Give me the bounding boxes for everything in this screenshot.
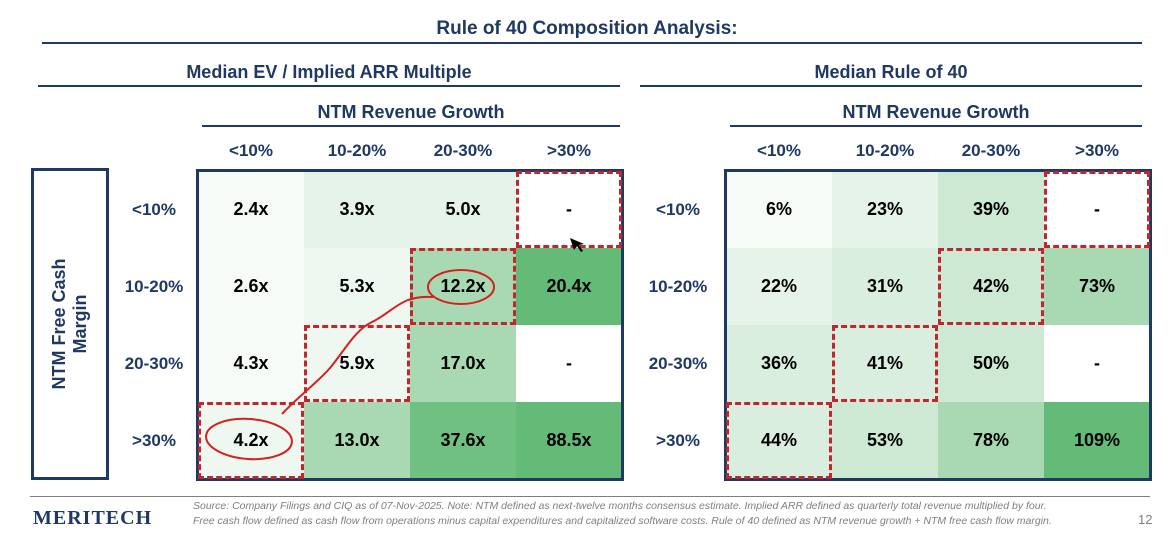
right-col-header: 20-30% <box>961 141 1021 160</box>
heatmap-cell: 39% <box>938 171 1044 248</box>
heatmap-cell: 5.0x <box>410 171 516 248</box>
right-panel-title: Median Rule of 40 <box>814 62 968 82</box>
heatmap-cell: 73% <box>1044 248 1150 325</box>
heatmap-cell: 36% <box>726 325 832 402</box>
left-col-header: <10% <box>229 141 273 160</box>
right-panel-title-underline <box>640 85 1142 87</box>
heatmap-cell: 2.6x <box>198 248 304 325</box>
dashed-highlight <box>1044 171 1150 248</box>
right-col-header: 10-20% <box>855 141 915 160</box>
dashed-highlight <box>938 248 1044 325</box>
heatmap-cell: 23% <box>832 171 938 248</box>
heatmap-cell: - <box>1044 171 1150 248</box>
heatmap-cell: 109% <box>1044 402 1150 479</box>
right-row-header: >30% <box>656 431 700 450</box>
left-col-group-label: NTM Revenue Growth <box>317 102 505 122</box>
right-row-header: <10% <box>656 200 700 219</box>
heatmap-cell: 5.3x <box>304 248 410 325</box>
annotation-arrow-line <box>281 295 434 415</box>
left-col-header: 20-30% <box>433 141 493 160</box>
heatmap-cell: 88.5x <box>516 402 622 479</box>
heatmap-cell: 44% <box>726 402 832 479</box>
mouse-cursor-icon <box>570 238 584 252</box>
heatmap-cell: 41% <box>832 325 938 402</box>
row-axis-label-box: NTM Free Cash Margin <box>31 168 109 480</box>
heatmap-cell: 13.0x <box>304 402 410 479</box>
left-row-header: <10% <box>132 200 176 219</box>
dashed-highlight <box>516 171 622 248</box>
heatmap-cell: 31% <box>832 248 938 325</box>
dashed-highlight <box>832 325 938 402</box>
left-panel-title: Median EV / Implied ARR Multiple <box>186 62 472 82</box>
right-heatmap-border <box>724 169 1152 481</box>
left-row-header: 10-20% <box>124 277 184 296</box>
dashed-highlight <box>410 248 516 325</box>
left-row-header: >30% <box>132 431 176 450</box>
right-row-header: 10-20% <box>648 277 708 296</box>
dashed-highlight <box>198 402 304 479</box>
heatmap-cell: 6% <box>726 171 832 248</box>
heatmap-cell: 2.4x <box>198 171 304 248</box>
footer-divider <box>30 496 1150 497</box>
annotation-circle <box>205 417 293 461</box>
right-heatmap: 6% 23% 39% - 22% 31% 42% 73% 36% 41% 50% - 44% 53% 78%… <box>726 171 1150 479</box>
dashed-highlight <box>726 402 832 479</box>
left-panel-title-underline <box>38 85 620 87</box>
heatmap-cell: 3.9x <box>304 171 410 248</box>
left-row-header: 20-30% <box>124 354 184 373</box>
heatmap-cell: 4.2x <box>198 402 304 479</box>
heatmap-cell: 37.6x <box>410 402 516 479</box>
heatmap-cell: 5.9x <box>304 325 410 402</box>
left-heatmap: 2.4x 3.9x 5.0x -2.6x 5.3x 12.2x 20.4x 4.3x 5.9x 1… <box>198 171 622 479</box>
left-col-header: 10-20% <box>327 141 387 160</box>
heatmap-cell: 50% <box>938 325 1044 402</box>
left-heatmap-border <box>196 169 624 481</box>
heatmap-cell: 20.4x <box>516 248 622 325</box>
heatmap-cell: - <box>516 325 622 402</box>
heatmap-cell: - <box>516 171 622 248</box>
annotation-circle <box>427 269 495 305</box>
right-col-group-underline <box>730 125 1142 127</box>
right-row-header: 20-30% <box>648 354 708 373</box>
right-col-header: <10% <box>757 141 801 160</box>
title-underline <box>42 42 1142 44</box>
heatmap-cell: 17.0x <box>410 325 516 402</box>
source-note: Source: Company Filings and CIQ as of 07… <box>193 500 1052 527</box>
left-col-group-underline <box>202 125 620 127</box>
left-col-header: >30% <box>547 141 591 160</box>
page-title: Rule of 40 Composition Analysis: <box>436 18 738 39</box>
meritech-logo: MERITECH <box>33 507 153 529</box>
heatmap-cell: 78% <box>938 402 1044 479</box>
right-col-header: >30% <box>1075 141 1119 160</box>
heatmap-cell: 53% <box>832 402 938 479</box>
heatmap-cell: 4.3x <box>198 325 304 402</box>
page-number: 12 <box>1138 512 1153 527</box>
heatmap-cell: - <box>1044 325 1150 402</box>
heatmap-cell: 42% <box>938 248 1044 325</box>
dashed-highlight <box>304 325 410 402</box>
heatmap-cell: 22% <box>726 248 832 325</box>
right-col-group-label: NTM Revenue Growth <box>842 102 1030 122</box>
